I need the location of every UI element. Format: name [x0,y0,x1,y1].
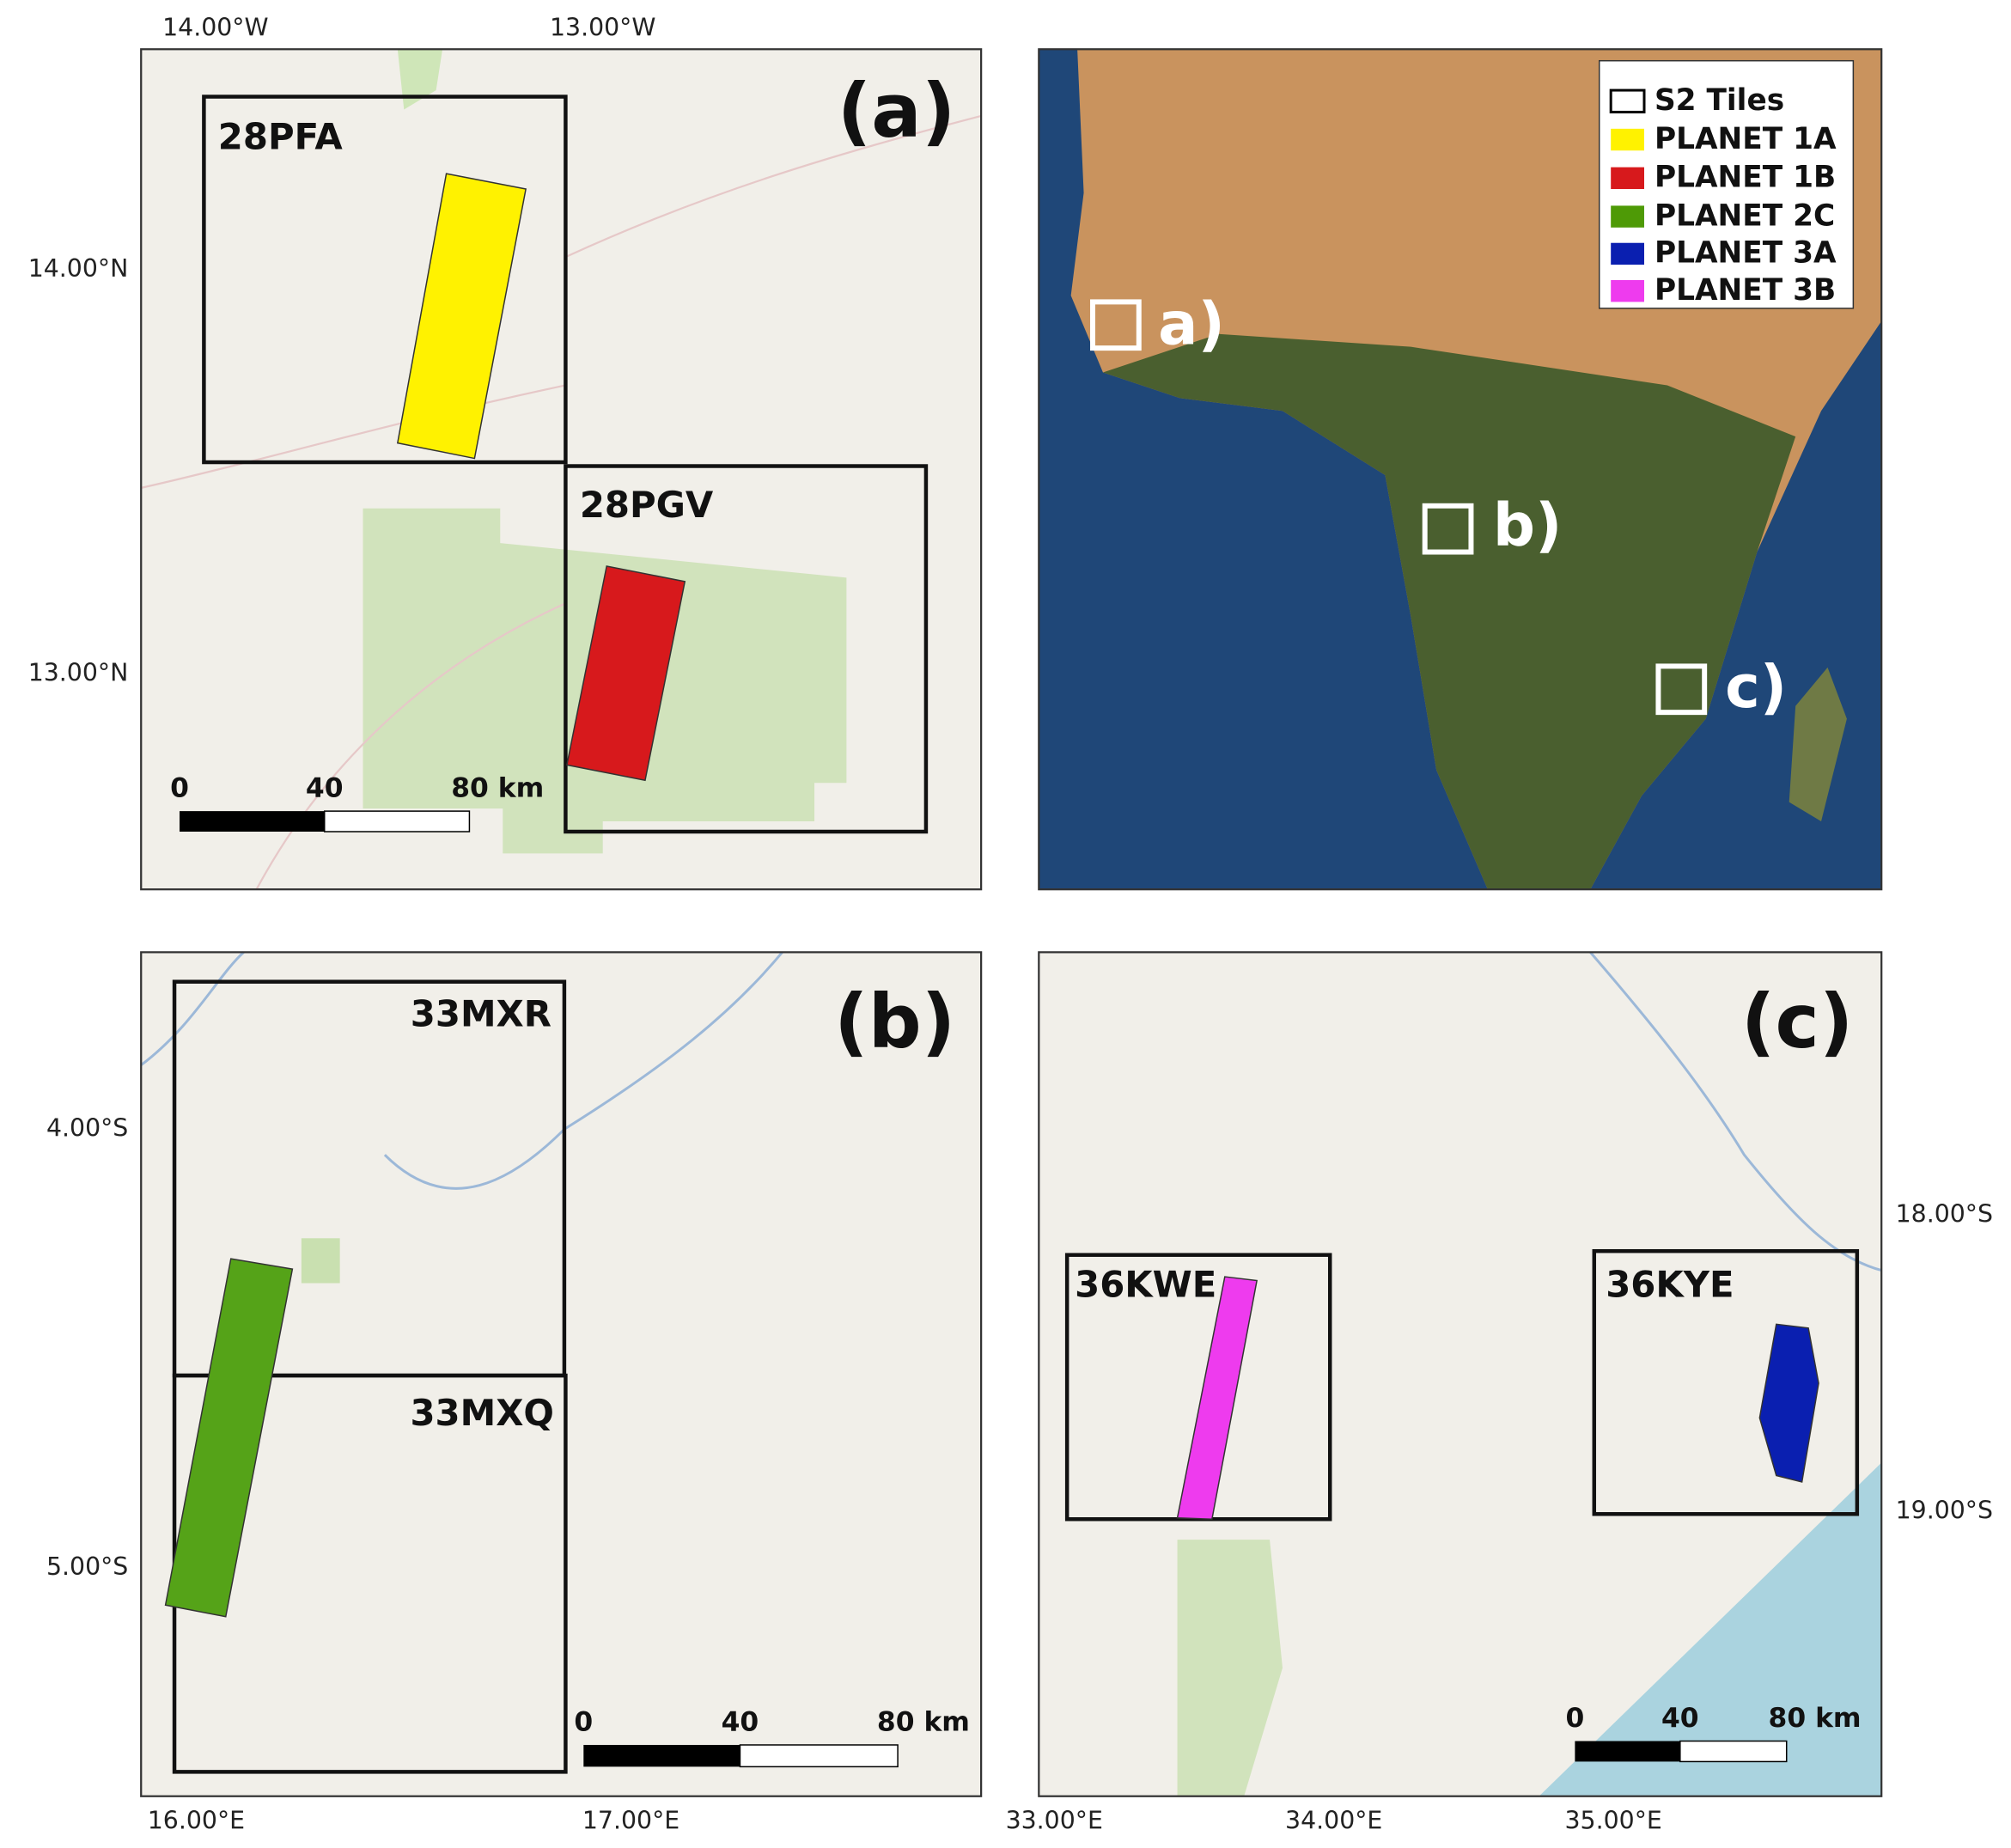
site-marker [1655,663,1708,716]
x-coord-label: 13.00°W [550,13,655,41]
tile-label: 33MXQ [410,1392,554,1434]
y-coord-label: 4.00°S [46,1113,128,1142]
legend-label: PLANET 1B [1655,161,1836,195]
tile-label: 36KWE [1075,1264,1216,1306]
map-frame [140,48,983,891]
legend-swatch [1611,280,1645,302]
panel-label: (c) [1741,979,1853,1065]
panel-a: 28PFA 28PGV (a) 14.00°W 13.00°W 14.00°N … [28,13,983,891]
planet-footprint [396,173,527,460]
y-coord-label: 5.00°S [46,1552,128,1581]
legend-label: PLANET 2C [1655,198,1835,233]
planet-footprint [1176,1276,1258,1521]
site-label: b) [1493,491,1563,560]
map-frame [140,951,983,1797]
tile-label: 33MXR [411,992,552,1034]
legend-label: S2 Tiles [1655,83,1784,118]
map-frame [1038,951,1883,1797]
tile-outline [202,95,568,465]
scale-label: 0 [574,1707,593,1738]
site-label: c) [1725,653,1787,722]
scale-label: 80 km [451,773,544,804]
planet-footprint [566,565,686,782]
x-coord-label: 17.00°E [582,1807,679,1835]
scale-bar [739,1744,899,1768]
y-coord-label: 19.00°S [1896,1496,1993,1524]
x-coord-label: 33.00°E [1006,1807,1103,1835]
site-marker [1090,299,1142,351]
protected-area [1177,1540,1283,1796]
scale-label: 0 [170,773,189,804]
legend-label: PLANET 3A [1655,236,1837,271]
panel-label: (a) [838,69,956,155]
legend-swatch [1609,88,1646,113]
y-coord-label: 18.00°S [1896,1199,1993,1228]
scale-label: 40 [1661,1703,1699,1734]
panel-c: 36KWE 36KYE (c) 33.00°E 34.00°E 35.00°E … [1006,951,1993,1835]
legend-swatch [1611,205,1645,228]
scale-label: 40 [306,773,344,804]
protected-area [301,1238,340,1284]
scale-label: 40 [722,1707,759,1738]
scale-bar [180,811,325,833]
vegetation [1102,333,1796,890]
scale-label: 80 km [1769,1703,1862,1734]
tile-outline [564,464,929,834]
ocean [1539,1462,1882,1796]
road [140,114,982,890]
legend-swatch [1611,242,1645,265]
scale-bar [323,810,471,833]
tile-outline [1592,1248,1860,1516]
site-label: a) [1158,290,1225,358]
x-coord-label: 34.00°E [1285,1807,1382,1835]
river [140,951,783,1190]
legend-swatch [1611,167,1645,190]
y-coord-label: 14.00°N [28,254,129,283]
planet-footprint [164,1258,294,1618]
scale-label: 80 km [877,1707,970,1738]
madagascar [1789,667,1847,822]
y-coord-label: 13.00°N [28,658,129,686]
panel-b: 33MXR 33MXQ (b) 16.00°E 17.00°E 4.00°S 5… [46,951,983,1835]
site-marker [1422,503,1474,555]
panel-label: (b) [834,979,955,1065]
scale-bar [583,1745,740,1767]
scale-bar [1575,1741,1680,1762]
river [1589,951,1882,1272]
legend-label: PLANET 3B [1655,273,1836,308]
scale-label: 0 [1565,1703,1584,1734]
x-coord-label: 16.00°E [148,1807,245,1835]
x-coord-label: 14.00°W [162,13,268,41]
tile-label: 28PGV [580,484,714,526]
legend-swatch [1611,128,1645,151]
x-coord-label: 35.00°E [1565,1807,1662,1835]
overview-panel: S2 Tiles PLANET 1A PLANET 1B PLANET 2C P… [1038,48,1883,891]
protected-area [397,49,443,110]
legend-label: PLANET 1A [1655,122,1837,156]
tile-label: 28PFA [218,115,344,157]
scale-bar [1679,1740,1788,1763]
tile-label: 36KYE [1606,1264,1734,1306]
planet-footprint [1758,1323,1819,1483]
map-frame [1038,48,1883,891]
